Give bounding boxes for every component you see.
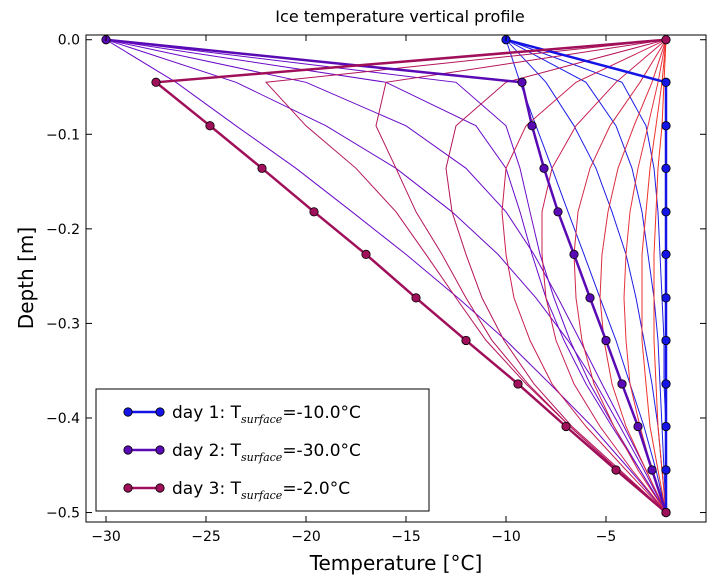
profile-lines	[105, 39, 667, 513]
series-point-day-2	[517, 77, 527, 87]
legend-label-day-3: day 3: Tsurface=-2.0°C	[172, 479, 350, 502]
series-point-day-3	[151, 77, 161, 87]
legend-marker-day-2	[123, 445, 133, 455]
y-tick-label: −0.5	[46, 506, 80, 522]
x-tick-label: −25	[191, 529, 221, 545]
y-tick-label: −0.2	[46, 222, 80, 238]
series-point-day-1	[661, 77, 671, 87]
series-point-day-3	[411, 293, 421, 303]
series-point-day-3	[257, 163, 267, 173]
chart-title: Ice temperature vertical profile	[275, 7, 524, 26]
series-point-day-3	[513, 379, 523, 389]
series-point-day-1	[661, 207, 671, 217]
series-line-day-2	[105, 38, 668, 513]
series-point-day-2	[633, 421, 643, 432]
legend-marker-day-3	[155, 483, 165, 493]
series-point-day-1	[661, 163, 671, 173]
series-line-day-1	[505, 38, 668, 513]
series-point-day-3	[561, 421, 571, 432]
series-point-day-1	[661, 465, 671, 475]
series-point-day-3	[461, 335, 471, 346]
series-point-day-1	[661, 379, 671, 389]
series-point-day-3	[361, 249, 371, 259]
series-point-day-2	[601, 335, 611, 346]
y-axis-label: Depth [m]	[14, 227, 38, 329]
x-tick-label: −30	[91, 529, 121, 545]
series-lines	[105, 38, 668, 514]
legend-marker-day-2	[155, 445, 165, 455]
y-tick-label: −0.4	[46, 411, 80, 427]
profile-line-14	[541, 39, 667, 513]
series-point-day-2	[585, 293, 595, 303]
series-point-day-1	[661, 121, 671, 131]
profile-line-16	[599, 39, 667, 513]
series-point-day-2	[617, 379, 627, 389]
y-tick-label: 0.0	[58, 33, 80, 49]
axis-ticks: −30 −25 −20 −15 −10 −5 0.0 −0.1 −0.2 −0.3 −0.4 −0.5	[46, 33, 706, 545]
series-point-day-3	[205, 121, 215, 131]
profile-line-1	[505, 39, 667, 513]
profile-line-6	[105, 39, 667, 513]
series-point-day-2	[569, 249, 579, 259]
plot-frame	[85, 34, 707, 523]
series-point-day-3	[309, 207, 319, 217]
series-point-day-3	[661, 35, 671, 45]
y-tick-label: −0.3	[46, 316, 80, 332]
x-tick-label: −5	[596, 529, 617, 545]
legend-marker-day-1	[155, 407, 165, 417]
series-point-day-3	[611, 465, 621, 475]
legend-marker-day-3	[123, 483, 133, 493]
profile-line-8	[105, 39, 667, 513]
profile-line-19	[653, 39, 667, 513]
series-point-day-2	[647, 465, 657, 475]
profile-line-3	[505, 39, 667, 513]
profile-line-18	[641, 39, 667, 513]
legend-label-day-1: day 1: Tsurface=-10.0°C	[172, 403, 361, 426]
y-tick-label: −0.1	[46, 127, 80, 143]
legend-label-day-2: day 2: Tsurface=-30.0°C	[172, 441, 361, 464]
profile-line-11	[375, 39, 667, 513]
series-point-day-1	[661, 421, 671, 432]
profile-line-13	[501, 39, 667, 513]
series-point-day-1	[661, 293, 671, 303]
x-tick-label: −10	[491, 529, 521, 545]
legend: day 1: Tsurface=-10.0°C day 2: Tsurface=-…	[95, 388, 430, 512]
series-point-day-1	[661, 249, 671, 259]
x-axis-label: Temperature [°C]	[309, 551, 483, 575]
series-point-day-3	[661, 507, 671, 518]
series-markers	[101, 35, 671, 518]
series-point-day-1	[661, 335, 671, 346]
profile-line-7	[105, 39, 667, 513]
x-tick-label: −15	[391, 529, 421, 545]
series-point-day-2	[553, 207, 563, 217]
profile-line-5	[105, 39, 667, 513]
legend-marker-day-1	[123, 407, 133, 417]
series-point-day-2	[527, 121, 537, 131]
profile-line-17	[623, 39, 667, 513]
x-tick-label: −20	[291, 529, 321, 545]
profile-line-15	[573, 39, 667, 513]
series-point-day-2	[539, 163, 549, 173]
series-line-day-3	[152, 38, 667, 514]
profile-line-12	[445, 39, 667, 513]
